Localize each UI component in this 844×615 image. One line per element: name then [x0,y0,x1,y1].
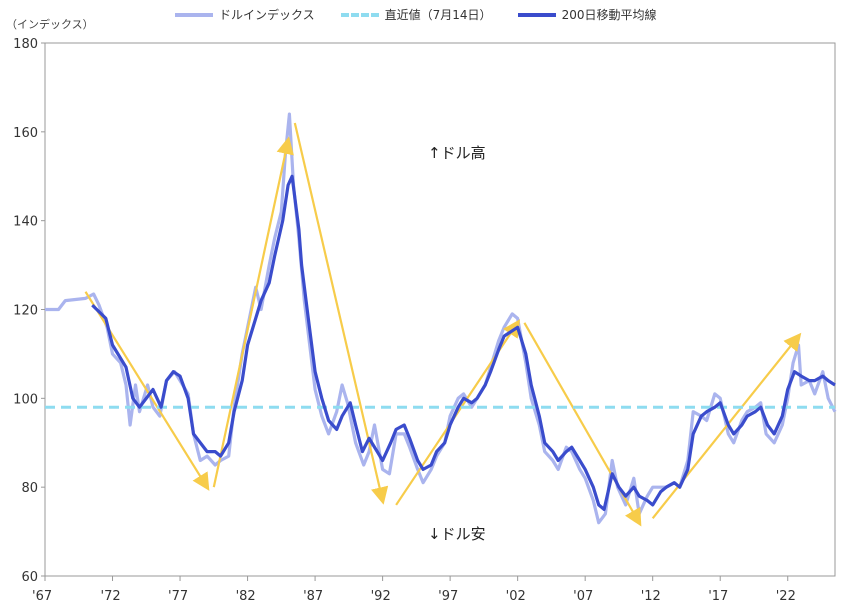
x-tick-label: '92 [371,589,391,604]
x-tick-label: '87 [303,589,323,604]
x-tick-label: '77 [168,589,188,604]
x-tick-label: '12 [641,589,661,604]
trend-arrow [84,291,210,491]
x-tick-label: '72 [101,589,121,604]
legend-label-index: ドルインデックス [219,8,315,22]
x-tick-label: '82 [236,589,256,604]
moving-average-layer [91,174,836,511]
x-tick-label: '17 [708,589,728,604]
legend-item-latest: 直近値（7月14日） [340,6,492,23]
x-tick-label: '97 [438,589,458,604]
y-tick-label: 60 [21,570,38,585]
y-tick-label: 80 [21,481,38,496]
y-axis-ticks: 60 80 100 120 140 160 180 [13,37,45,585]
annotation-dollar-down: ↓ドル安 [428,525,486,543]
x-axis-ticks: '67 '72 '77 '82 '87 '92 '97 '02 '07 '12 '17 '22 [32,576,796,604]
x-tick-label: '07 [573,589,593,604]
legend-swatch-ma [517,12,556,17]
series-line-dollar-index [45,112,837,525]
series-line-200day-ma [91,174,836,511]
legend-item-ma: 200日移動平均線 [517,6,657,23]
y-tick-label: 180 [13,37,38,52]
legend: ドルインデックス 直近値（7月14日） 200日移動平均線 [175,6,656,23]
series-layer [45,112,837,525]
plot-frame [44,42,836,577]
y-tick-label: 120 [13,304,38,319]
trend-arrow [212,136,294,488]
x-tick-label: '67 [32,589,52,604]
annotation-dollar-up: ↑ドル高 [428,144,486,162]
legend-swatch-latest [340,12,379,17]
y-tick-label: 100 [13,392,38,407]
legend-label-latest: 直近値（7月14日） [384,8,492,22]
trend-arrows [84,122,802,527]
legend-label-ma: 200日移動平均線 [561,8,657,22]
trend-arrow [651,332,802,519]
legend-item-index: ドルインデックス [175,6,315,23]
y-tick-label: 160 [13,126,38,141]
x-tick-label: '02 [506,589,526,604]
y-axis-unit-label: （インデックス） [6,18,94,31]
legend-swatch-index [175,12,213,17]
y-tick-label: 140 [13,215,38,230]
x-tick-label: '22 [776,589,796,604]
